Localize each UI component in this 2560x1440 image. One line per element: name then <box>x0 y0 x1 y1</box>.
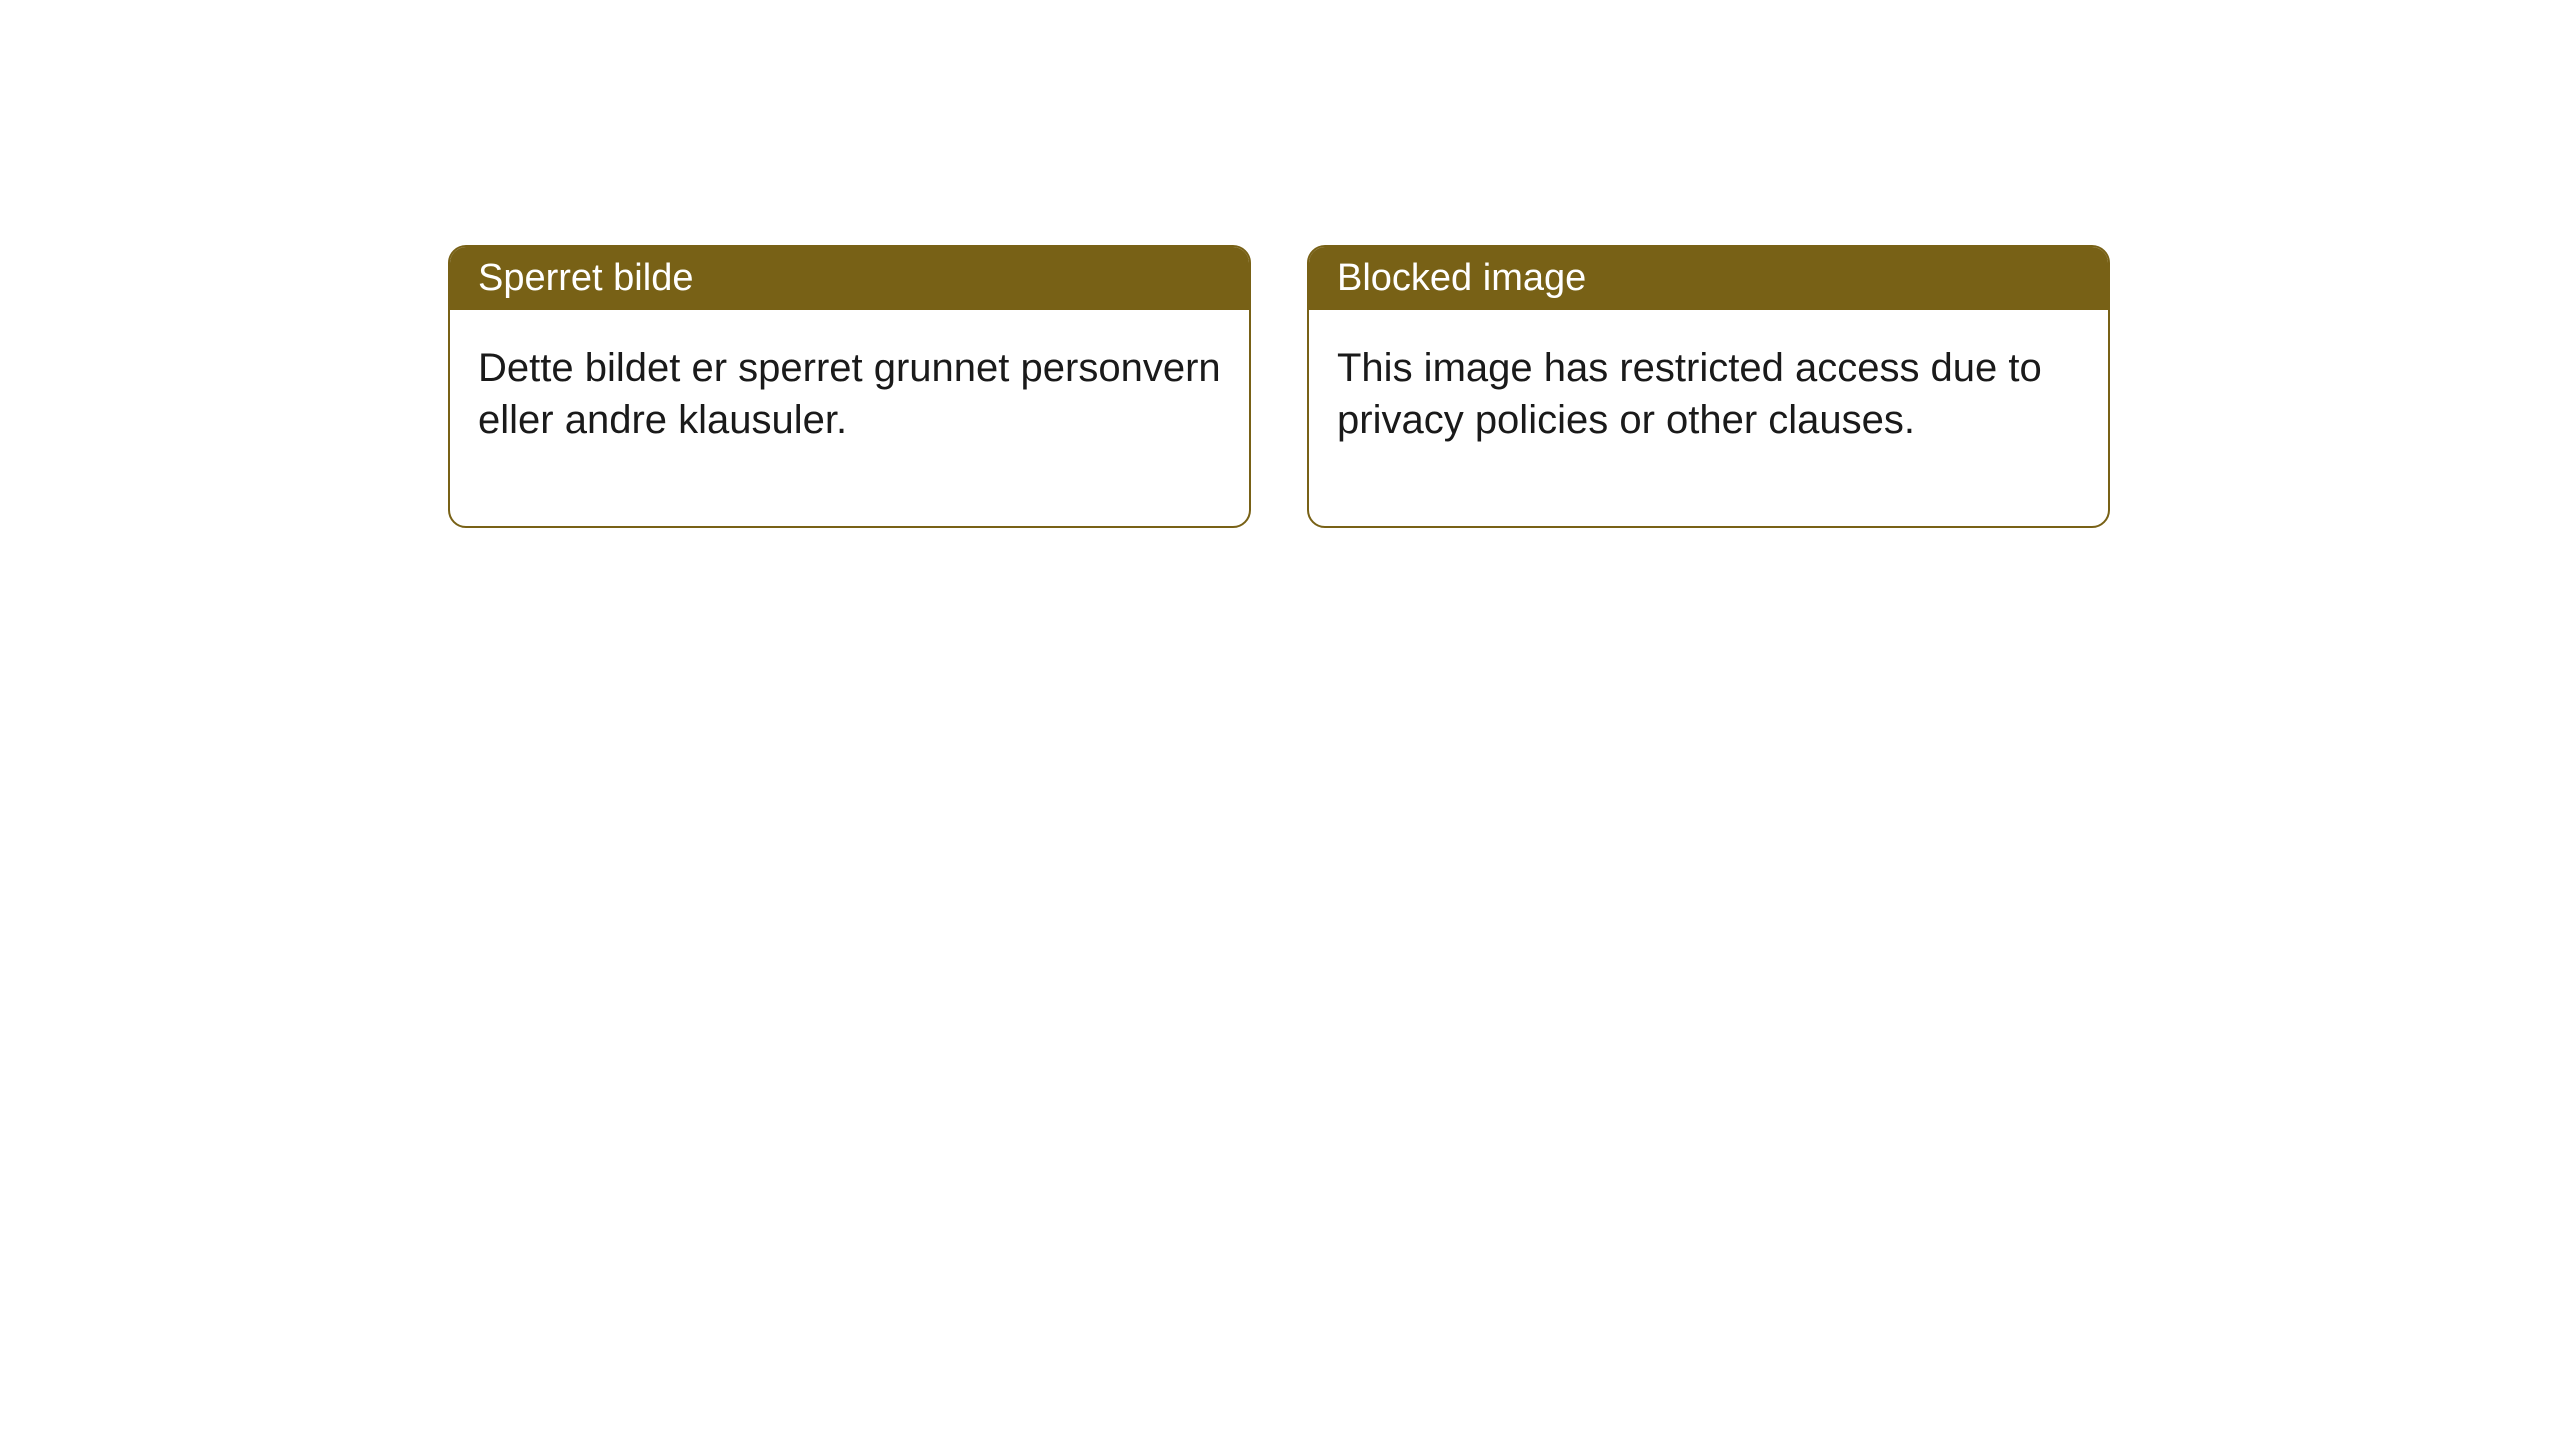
notice-body: Dette bildet er sperret grunnet personve… <box>450 310 1249 526</box>
notice-header: Sperret bilde <box>450 247 1249 310</box>
notice-card-norwegian: Sperret bilde Dette bildet er sperret gr… <box>448 245 1251 528</box>
notice-header: Blocked image <box>1309 247 2108 310</box>
notice-text: Dette bildet er sperret grunnet personve… <box>478 346 1221 442</box>
notice-card-english: Blocked image This image has restricted … <box>1307 245 2110 528</box>
notice-body: This image has restricted access due to … <box>1309 310 2108 526</box>
notice-title: Blocked image <box>1337 257 1586 299</box>
notice-text: This image has restricted access due to … <box>1337 346 2042 442</box>
notice-title: Sperret bilde <box>478 257 693 299</box>
notice-container: Sperret bilde Dette bildet er sperret gr… <box>0 0 2560 528</box>
